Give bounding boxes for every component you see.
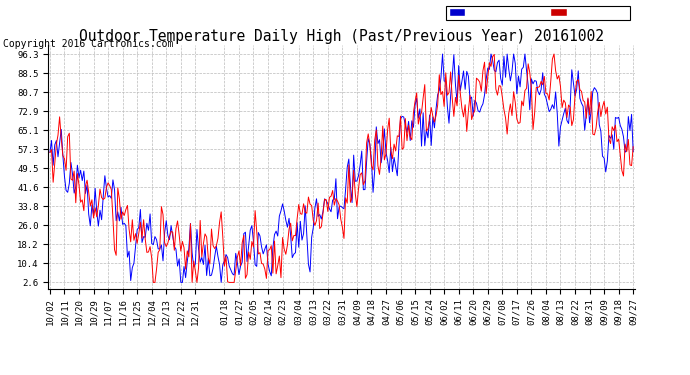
Text: Copyright 2016 Cartronics.com: Copyright 2016 Cartronics.com — [3, 39, 174, 50]
Title: Outdoor Temperature Daily High (Past/Previous Year) 20161002: Outdoor Temperature Daily High (Past/Pre… — [79, 29, 604, 44]
Legend: Previous  (°F), Past  (°F): Previous (°F), Past (°F) — [446, 6, 630, 20]
